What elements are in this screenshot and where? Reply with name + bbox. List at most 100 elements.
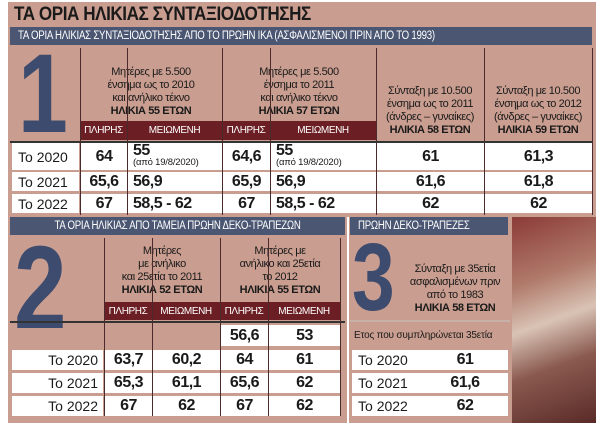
column-divider bbox=[80, 48, 81, 215]
section2-column-header: Μητέρες με ανήλικο και 25ετία το 2011 ΗΛΙΚΙ… bbox=[104, 238, 220, 300]
header-line: Μητέρες με 5.500 bbox=[259, 66, 339, 78]
table-cell: 61,3 bbox=[485, 143, 592, 170]
table-cell: 58,5 - 62 bbox=[271, 194, 376, 213]
value: 61,3 bbox=[523, 147, 554, 165]
section2-subheader: ΜΕΙΩΜΕΝΗ bbox=[268, 302, 340, 320]
table-cell: 61,6 bbox=[422, 373, 508, 393]
column-divider bbox=[127, 48, 128, 215]
row-label: Το 2022 bbox=[352, 396, 422, 416]
section3-note: Ετος που συμπληρώνεται 35ετία bbox=[354, 330, 493, 341]
section1-column-header: Σύνταξη με 10.500 ένσημα ως το 2012 (άνδρε… bbox=[484, 48, 592, 140]
value: 56,9 bbox=[133, 172, 163, 190]
table-cell: 65,6 bbox=[221, 373, 268, 393]
header-line: και ανήλικο τέκνο bbox=[112, 92, 190, 104]
table-cell: 62 bbox=[422, 396, 508, 416]
header-line: ένσημα το 2011 bbox=[263, 79, 335, 91]
age-label: ΗΛΙΚΙΑ 59 ΕΤΩΝ bbox=[497, 124, 579, 136]
header-line: ανήλικο και 25ετία bbox=[239, 258, 321, 270]
table-cell: 62 bbox=[377, 194, 484, 213]
header-line: (άνδρες – γυναίκες) bbox=[494, 111, 582, 123]
section2-subheader: ΜΕΙΩΜΕΝΗ bbox=[152, 302, 220, 320]
table-cell: 56,6 bbox=[221, 325, 268, 346]
section3-heading: ΠΡΩΗΝ ΔΕΚΟ-ΤΡΑΠΕΖΕΣ bbox=[358, 220, 470, 232]
section2-heading-bar: ΤΑ ΟΡΙΑ ΗΛΙΚΙΑΣ ΑΠΟ ΤΑΜΕΙΑ ΠΡΩΗΝ ΔΕΚΟ-ΤΡ… bbox=[10, 217, 345, 235]
section1-subheader: ΠΛΗΡΗΣ bbox=[222, 121, 270, 140]
age-label: ΗΛΙΚΙΑ 58 ΕΤΩΝ bbox=[414, 302, 496, 314]
table-cell: 55 (από 19/8/2020) bbox=[128, 141, 222, 170]
header-line: και 25ετία το 2011 bbox=[121, 271, 203, 283]
section2-heading: ΤΑ ΟΡΙΑ ΗΛΙΚΙΑΣ ΑΠΟ ΤΑΜΕΙΑ ΠΡΩΗΝ ΔΕΚΟ-ΤΡ… bbox=[54, 220, 301, 232]
age-label: ΗΛΙΚΙΑ 52 ΕΤΩΝ bbox=[121, 284, 203, 296]
section1-subheader: ΜΕΙΩΜΕΝΗ bbox=[127, 121, 222, 140]
column-divider bbox=[104, 238, 105, 416]
header-line: από το 1983 bbox=[426, 289, 484, 301]
age-label: ΗΛΙΚΙΑ 57 ΕΤΩΝ bbox=[258, 105, 340, 117]
table-cell: 67 bbox=[221, 396, 268, 416]
table-cell: 65,9 bbox=[223, 172, 270, 191]
table-cell: 67 bbox=[81, 194, 127, 213]
value: 65,6 bbox=[89, 172, 119, 190]
table-cell: 65,3 bbox=[105, 373, 152, 393]
table-cell: 64 bbox=[81, 143, 127, 170]
table-cell: 62 bbox=[153, 396, 220, 416]
header-line: ένσημα ως το 2012 bbox=[494, 98, 582, 110]
section1-column-header: Μητέρες με 5.500 ένσημα ως το 2010 και ανή… bbox=[80, 48, 222, 121]
value: 62 bbox=[530, 194, 547, 212]
table-cell: 61 bbox=[377, 143, 484, 170]
table-cell: 60,2 bbox=[153, 350, 220, 370]
section3-heading-bar: ΠΡΩΗΝ ΔΕΚΟ-ΤΡΑΠΕΖΕΣ bbox=[350, 217, 508, 235]
section3-number: 3 bbox=[352, 240, 395, 316]
table-cell: 53 bbox=[269, 325, 340, 346]
header-line: και ανήλικο τέκνο bbox=[260, 92, 338, 104]
column-divider bbox=[152, 238, 153, 416]
age-label: ΗΛΙΚΙΑ 55 ΕΤΩΝ bbox=[239, 284, 321, 296]
row-label: Το 2022 bbox=[12, 396, 103, 416]
age-label: ΗΛΙΚΙΑ 55 ΕΤΩΝ bbox=[110, 105, 192, 117]
row-label: Το 2020 bbox=[12, 143, 79, 170]
table-cell: 67 bbox=[223, 194, 270, 213]
table-cell: 62 bbox=[269, 373, 340, 393]
section1-column-header: Σύνταξη με 10.500 ένσημα ως το 2011 (άνδρε… bbox=[376, 48, 484, 140]
section1-heading-bar: ΤΑ ΟΡΙΑ ΗΛΙΚΙΑΣ ΣΥΝΤΑΞΙΟΔΟΤΗΣΗΣ ΑΠΟ ΤΟ Π… bbox=[10, 27, 592, 45]
value: 58,5 - 62 bbox=[276, 194, 335, 212]
row-label: Το 2021 bbox=[352, 373, 422, 393]
section1-subheader: ΜΕΙΩΜΕΝΗ bbox=[270, 121, 376, 140]
section1-heading: ΤΑ ΟΡΙΑ ΗΛΙΚΙΑΣ ΣΥΝΤΑΞΙΟΔΟΤΗΣΗΣ ΑΠΟ ΤΟ Π… bbox=[18, 30, 435, 42]
row-label: Το 2020 bbox=[12, 350, 103, 370]
column-divider bbox=[270, 48, 271, 215]
pensioners-photo bbox=[512, 217, 596, 423]
header-line: ένσημα ως το 2010 bbox=[107, 79, 195, 91]
column-divider bbox=[222, 48, 223, 215]
row-label: Το 2021 bbox=[12, 172, 79, 191]
table-cell: 65,6 bbox=[81, 172, 127, 191]
column-divider bbox=[268, 238, 269, 416]
column-divider bbox=[340, 238, 341, 416]
section3-header: Σύνταξη με 35ετία ασφαλισμένων πριν από το… bbox=[400, 238, 510, 318]
value: 55 bbox=[276, 141, 293, 159]
header-line: με ανήλικο bbox=[138, 258, 186, 270]
section2-number: 2 bbox=[14, 240, 67, 336]
table-cell: 61,1 bbox=[153, 373, 220, 393]
value: 58,5 - 62 bbox=[133, 194, 192, 212]
value: 55 bbox=[133, 141, 150, 159]
table-cell: 62 bbox=[485, 194, 592, 213]
value-note: (από 19/8/2020) bbox=[133, 156, 199, 168]
table-cell: 61 bbox=[422, 350, 508, 370]
value: 56,9 bbox=[276, 172, 306, 190]
value: 61,6 bbox=[415, 172, 446, 190]
value: 64,6 bbox=[231, 147, 262, 165]
page-title: ΤΑ ΟΡΙΑ ΗΛΙΚΙΑΣ ΣΥΝΤΑΞΙΟΔΟΤΗΣΗΣ bbox=[14, 4, 311, 25]
section1-subheader: ΠΛΗΡΗΣ bbox=[80, 121, 127, 140]
divider-line bbox=[10, 141, 592, 143]
value: 61,8 bbox=[523, 172, 554, 190]
column-divider bbox=[592, 48, 593, 215]
value: 65,9 bbox=[231, 172, 262, 190]
header-line: (άνδρες – γυναίκες) bbox=[386, 111, 474, 123]
section2-column-header: Μητέρες με ανήλικο και 25ετία το 2012 ΗΛΙΚΙ… bbox=[220, 238, 340, 300]
table-cell: 61,8 bbox=[485, 172, 592, 191]
header-line: το 2012 bbox=[262, 271, 298, 283]
value: 62 bbox=[422, 194, 439, 212]
divider-line bbox=[350, 320, 510, 322]
header-line: Σύνταξη με 10.500 bbox=[387, 85, 473, 97]
value-note: (από 19/8/2020) bbox=[276, 156, 342, 168]
